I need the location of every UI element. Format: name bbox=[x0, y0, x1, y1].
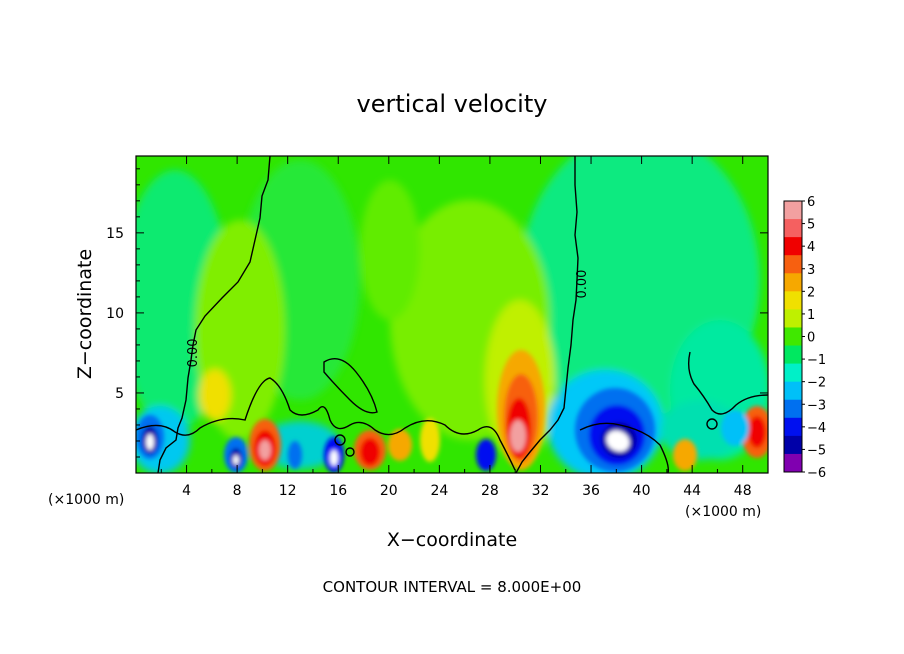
colorbar-tick-label: 4 bbox=[807, 240, 815, 255]
zero-contours bbox=[136, 156, 768, 473]
colorbar-tick-label: 2 bbox=[807, 285, 815, 300]
colorbar-tick-label: −1 bbox=[807, 353, 826, 368]
field-cells bbox=[136, 350, 768, 473]
x-tick-label: 48 bbox=[734, 483, 752, 499]
colorbar bbox=[783, 200, 803, 473]
field-layer bbox=[136, 156, 768, 473]
x-tick-label: 4 bbox=[182, 483, 191, 499]
x-tick-label: 40 bbox=[633, 483, 651, 499]
colorbar-swatch bbox=[784, 363, 802, 383]
x-tick-label: 36 bbox=[582, 483, 600, 499]
colorbar-swatch bbox=[784, 201, 802, 220]
colorbar-ticks: 6 5 4 3 2 1 0 −1 −2 −3 −4 −5 −6 bbox=[802, 195, 826, 481]
y-tick-label: 5 bbox=[115, 386, 124, 402]
colorbar-tick-label: 0 bbox=[807, 331, 815, 346]
x-axis-label: X−coordinate bbox=[387, 529, 517, 551]
y-axis-ticks: 5 10 15 bbox=[106, 168, 768, 458]
colorbar-tick-label: 6 bbox=[807, 195, 815, 210]
colorbar-swatch bbox=[784, 273, 802, 292]
colorbar-swatch bbox=[784, 453, 802, 473]
y-tick-label: 10 bbox=[106, 306, 124, 322]
contour-interval: CONTOUR INTERVAL = 8.000E+00 bbox=[323, 578, 582, 596]
contour-small-3 bbox=[706, 418, 718, 430]
contour-labels: 0.00 0.00 bbox=[186, 270, 590, 368]
colorbar-swatch bbox=[784, 417, 802, 437]
x-tick-label: 44 bbox=[683, 483, 701, 499]
x-tick-label: 12 bbox=[279, 483, 297, 499]
colorbar-swatch bbox=[784, 345, 802, 365]
colorbar-tick-label: −3 bbox=[807, 398, 826, 413]
colorbar-swatch bbox=[784, 435, 802, 455]
contour-right-edge bbox=[687, 351, 768, 415]
colorbar-swatch bbox=[784, 219, 802, 238]
colorbar-swatch bbox=[784, 327, 802, 347]
x-tick-label: 20 bbox=[380, 483, 398, 499]
contour-left bbox=[157, 156, 271, 473]
colorbar-tick-label: −6 bbox=[807, 466, 826, 481]
colorbar-tick-label: 5 bbox=[807, 218, 815, 233]
contour-closed-1 bbox=[323, 358, 378, 414]
x-tick-label: 24 bbox=[430, 483, 448, 499]
x-tick-label: 8 bbox=[233, 483, 242, 499]
x-tick-label: 16 bbox=[329, 483, 347, 499]
colorbar-swatch bbox=[784, 291, 802, 310]
colorbar-tick-label: 3 bbox=[807, 263, 815, 278]
x-axis-ticks: 4 8 12 16 20 24 28 32 36 40 44 48 bbox=[160, 156, 752, 499]
y-tick-label: 15 bbox=[106, 226, 124, 242]
x-units-right: (×1000 m) bbox=[685, 504, 761, 520]
plot-frame bbox=[135, 155, 769, 474]
y-axis-label: Z−coordinate bbox=[74, 249, 96, 379]
contour-small-2 bbox=[345, 447, 355, 457]
x-tick-label: 28 bbox=[481, 483, 499, 499]
colorbar-tick-label: −4 bbox=[807, 421, 826, 436]
contour-small-1 bbox=[334, 434, 346, 446]
contour-label: 0.00 bbox=[575, 270, 590, 299]
x-units-left: (×1000 m) bbox=[48, 492, 124, 508]
colorbar-tick-label: 1 bbox=[807, 308, 815, 323]
colorbar-swatch bbox=[784, 255, 802, 274]
colorbar-tick-label: −2 bbox=[807, 376, 826, 391]
colorbar-swatch bbox=[784, 309, 802, 328]
colorbar-swatch bbox=[784, 399, 802, 419]
colorbar-swatch bbox=[784, 237, 802, 256]
colorbar-tick-label: −5 bbox=[807, 443, 826, 458]
contour-label: 0.00 bbox=[186, 338, 201, 367]
contour-right bbox=[515, 156, 579, 473]
contour-lower bbox=[136, 377, 516, 471]
contour-lower-right bbox=[579, 422, 670, 473]
x-tick-label: 32 bbox=[532, 483, 550, 499]
colorbar-swatch bbox=[784, 381, 802, 401]
chart-title: vertical velocity bbox=[357, 90, 548, 118]
